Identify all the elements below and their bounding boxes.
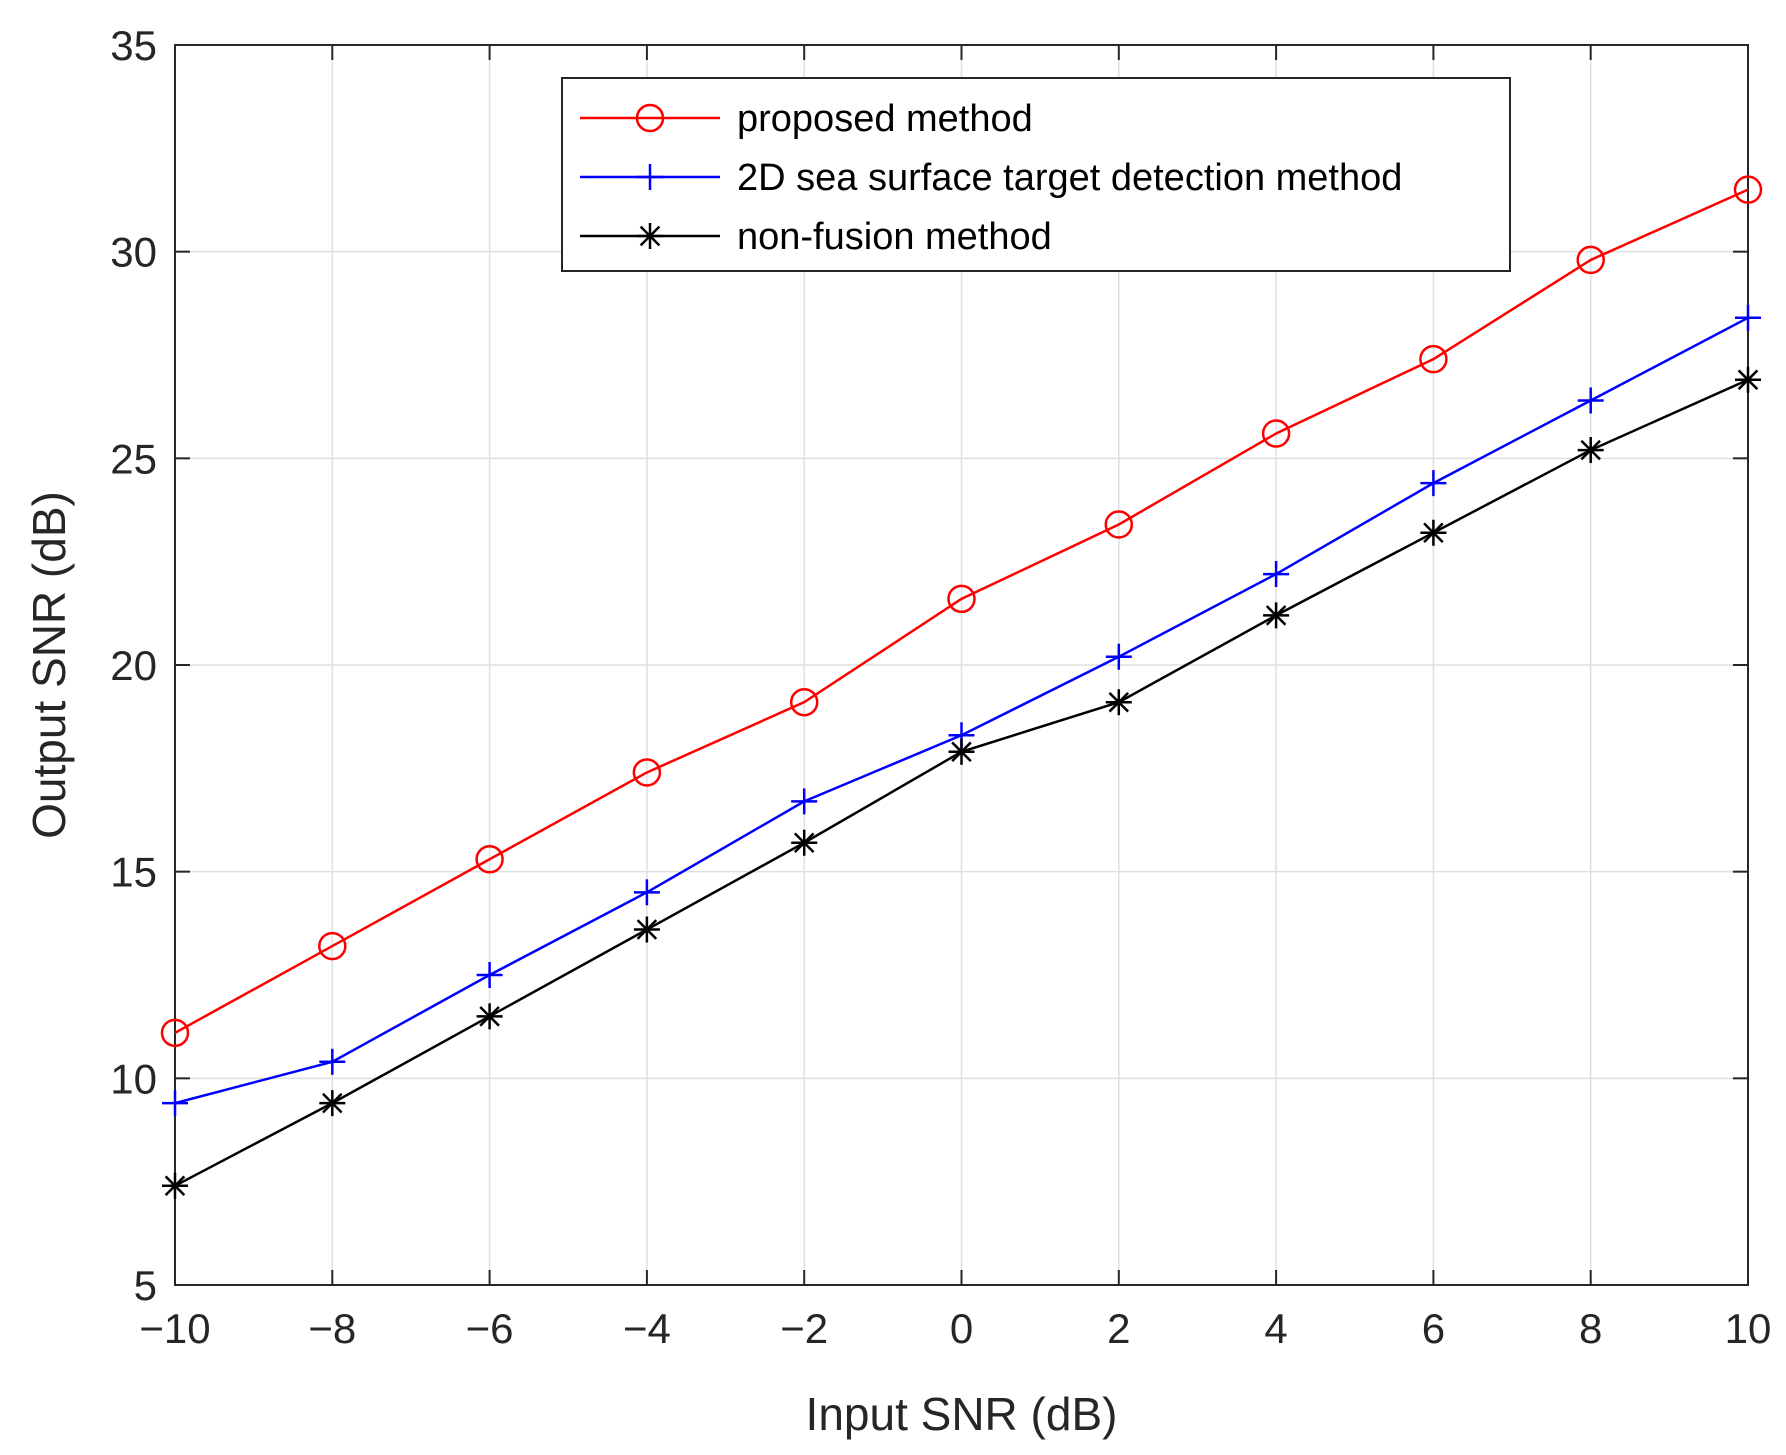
legend-entry: 2D sea surface target detection method bbox=[580, 157, 1402, 199]
y-tick-label: 15 bbox=[110, 849, 157, 896]
x-tick-label: 4 bbox=[1264, 1305, 1287, 1352]
data-point bbox=[1263, 561, 1290, 588]
y-axis-title: Output SNR (dB) bbox=[23, 491, 75, 839]
y-tick-label: 20 bbox=[110, 642, 157, 689]
data-point bbox=[948, 738, 975, 765]
data-point bbox=[1261, 419, 1291, 448]
data-point bbox=[162, 1172, 188, 1199]
x-tick-label: −8 bbox=[308, 1305, 356, 1352]
data-point bbox=[1105, 689, 1132, 716]
series-group bbox=[160, 175, 1763, 1199]
x-tick-label: 0 bbox=[950, 1305, 973, 1352]
x-tick-label: 6 bbox=[1422, 1305, 1445, 1352]
series-line bbox=[174, 188, 1749, 1034]
legend: proposed method 2D sea surface target det… bbox=[561, 77, 1511, 272]
y-tick-label: 5 bbox=[134, 1262, 157, 1309]
data-point bbox=[319, 1048, 346, 1075]
data-point bbox=[633, 916, 660, 943]
data-point bbox=[476, 1003, 503, 1030]
data-point bbox=[160, 1018, 190, 1048]
data-point bbox=[319, 1090, 346, 1117]
data-point bbox=[1420, 519, 1447, 546]
series-2 bbox=[162, 366, 1761, 1199]
data-point bbox=[632, 758, 662, 787]
x-tick-label: 2 bbox=[1107, 1305, 1130, 1352]
x-tick-label: −10 bbox=[139, 1305, 210, 1352]
data-point bbox=[947, 584, 976, 614]
x-tick-label: 10 bbox=[1725, 1305, 1772, 1352]
legend-entry: proposed method bbox=[580, 98, 1033, 140]
series-1 bbox=[162, 304, 1761, 1117]
x-axis-title: Input SNR (dB) bbox=[806, 1388, 1118, 1440]
axis-ticks: −10 −8 −6 −4 −2 0 2 4 6 8 10 5 10 15 20 25 30 35 bbox=[110, 22, 1771, 1352]
x-tick-label: −4 bbox=[623, 1305, 671, 1352]
data-point bbox=[1263, 602, 1290, 629]
data-point bbox=[1733, 175, 1763, 204]
legend-marker bbox=[637, 164, 663, 190]
data-point bbox=[1105, 643, 1132, 670]
data-point bbox=[1420, 470, 1447, 497]
y-tick-label: 35 bbox=[110, 22, 157, 69]
data-point bbox=[791, 788, 818, 815]
data-point bbox=[789, 687, 819, 717]
x-tick-label: −2 bbox=[780, 1305, 828, 1352]
legend-marker bbox=[635, 103, 665, 133]
data-point bbox=[1419, 344, 1448, 374]
legend-box bbox=[561, 77, 1511, 272]
data-point bbox=[1735, 366, 1761, 393]
data-point bbox=[162, 1090, 188, 1117]
data-point bbox=[476, 962, 503, 988]
data-point bbox=[791, 829, 818, 856]
data-point bbox=[1577, 387, 1604, 414]
data-point bbox=[633, 879, 660, 906]
x-tick-label: −6 bbox=[466, 1305, 514, 1352]
y-tick-label: 25 bbox=[110, 435, 157, 482]
data-point bbox=[1576, 245, 1605, 275]
data-point bbox=[1104, 510, 1134, 539]
data-point bbox=[475, 845, 504, 874]
y-tick-label: 30 bbox=[110, 229, 157, 276]
data-point bbox=[1735, 304, 1761, 331]
data-point bbox=[1577, 437, 1604, 464]
data-point bbox=[318, 931, 347, 961]
y-tick-label: 10 bbox=[110, 1055, 157, 1102]
series-0 bbox=[160, 175, 1763, 1048]
legend-label: 2D sea surface target detection method bbox=[737, 157, 1402, 199]
legend-label: proposed method bbox=[737, 98, 1033, 140]
legend-marker bbox=[637, 223, 663, 249]
legend-entry: non-fusion method bbox=[580, 216, 1052, 258]
x-tick-label: 8 bbox=[1579, 1305, 1602, 1352]
legend-label: non-fusion method bbox=[737, 216, 1052, 258]
